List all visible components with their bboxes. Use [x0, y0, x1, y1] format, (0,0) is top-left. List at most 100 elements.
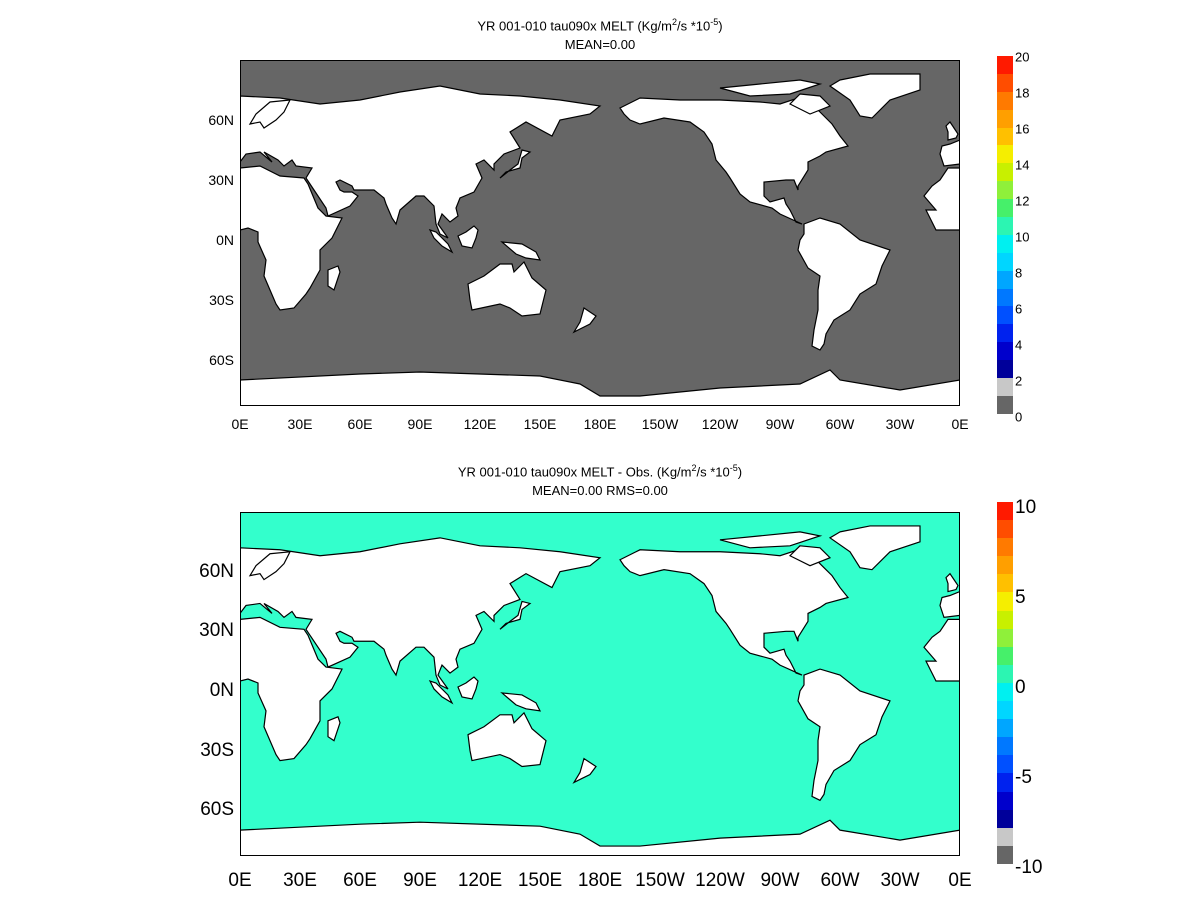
landmass-uk: [945, 572, 959, 593]
bottom-title-mid: /s *10: [696, 464, 730, 480]
y-tick-label: 60N: [199, 560, 234, 582]
colorbar-segment: [997, 809, 1013, 828]
x-tick-label: 150E: [517, 870, 563, 891]
x-tick-label: 30W: [885, 416, 915, 432]
colorbar-segment: [997, 628, 1013, 647]
y-tick-label: 30S: [209, 292, 234, 308]
landmass-scand: [248, 551, 292, 581]
top-title-end: ): [718, 18, 723, 34]
colorbar-label: 20: [1015, 49, 1030, 65]
landmass-australia: [467, 260, 547, 317]
landmass-japan: [499, 149, 532, 179]
landmass-borneo: [457, 225, 479, 249]
colorbar-segment: [997, 574, 1013, 593]
x-tick-label: 90E: [407, 416, 433, 432]
landmass-newzealand: [572, 307, 597, 334]
top-map-title: YR 001-010 tau090x MELT (Kg/m2/s *10-5): [240, 14, 960, 34]
landmass-arctic_isl: [719, 531, 823, 549]
y-tick-label: 30N: [199, 620, 234, 642]
y-tick-label: 60N: [208, 112, 234, 128]
x-tick-label: 0E: [231, 416, 249, 432]
x-tick-label: 0E: [228, 870, 252, 891]
colorbar-label: 12: [1015, 193, 1030, 209]
landmass-newguinea: [500, 241, 542, 261]
x-tick-label: 180E: [577, 870, 623, 891]
x-tick-label: 90E: [403, 870, 437, 891]
colorbar-label: 2: [1015, 373, 1023, 389]
map-frame: [240, 60, 960, 406]
colorbar-segment: [997, 217, 1013, 235]
colorbar-label: 14: [1015, 157, 1030, 173]
colorbar-segment: [997, 378, 1013, 396]
y-tick-label: 0N: [216, 232, 234, 248]
x-tick-label: 150E: [523, 416, 557, 432]
x-tick-label: 60W: [820, 870, 860, 891]
y-tick-label: 30N: [208, 172, 234, 188]
top-map-canvas: [240, 60, 960, 406]
colorbar-segment: [997, 610, 1013, 629]
colorbar-segment: [997, 827, 1013, 846]
landmass-sumatra: [428, 679, 454, 705]
landmass-eurasia: [240, 85, 602, 239]
x-tick-label: 60E: [347, 416, 373, 432]
landmass-uk: [945, 121, 959, 141]
colorbar-segment: [997, 56, 1013, 74]
colorbar-segment: [997, 592, 1013, 611]
landmass-australia: [467, 711, 547, 768]
colorbar-label: 16: [1015, 121, 1030, 137]
colorbar-segment: [997, 719, 1013, 738]
landmass-africa_west: [923, 167, 960, 231]
y-tick-label: 0N: [209, 679, 234, 701]
top-title-mid: /s *10: [677, 18, 711, 34]
colorbar-segment: [997, 306, 1013, 325]
x-tick-label: 30W: [880, 870, 920, 891]
landmass-madagascar: [327, 265, 341, 291]
landmass-arctic_isl: [719, 79, 823, 97]
landmass-sumatra: [428, 228, 454, 254]
x-tick-label: 30E: [287, 416, 313, 432]
landmass-africa_west: [923, 618, 960, 682]
y-tick-label: 60S: [209, 352, 234, 368]
landmass-madagascar: [327, 716, 341, 742]
bottom-title-text: YR 001-010 tau090x MELT - Obs. (Kg/m: [457, 464, 692, 480]
bottom-colorbar: [997, 502, 1013, 864]
bottom-title-sup: 2: [691, 463, 697, 473]
landmass-newguinea: [500, 692, 542, 712]
colorbar-segment: [997, 845, 1013, 864]
x-tick-label: 30E: [283, 870, 317, 891]
landmass-africa: [240, 616, 343, 762]
colorbar-label: 0: [1015, 677, 1026, 698]
colorbar-label: 10: [1015, 497, 1037, 518]
bottom-map: [240, 512, 960, 856]
colorbar-segment: [997, 73, 1013, 92]
landmass-namerica: [619, 547, 850, 676]
landmass-japan: [499, 600, 532, 630]
colorbar-segment: [997, 773, 1013, 792]
colorbar-segment: [997, 646, 1013, 665]
landmass-africa: [240, 165, 343, 311]
colorbar-segment: [997, 395, 1013, 414]
landmass-greenland: [828, 73, 921, 119]
top-title-text: YR 001-010 tau090x MELT (Kg/m: [477, 18, 672, 34]
colorbar-segment: [997, 324, 1013, 343]
colorbar-segment: [997, 127, 1013, 146]
colorbar-label: 8: [1015, 265, 1023, 281]
bottom-map-title: YR 001-010 tau090x MELT - Obs. (Kg/m2/s …: [240, 460, 960, 480]
colorbar-label: -10: [1015, 857, 1043, 878]
top-title-sup2: -5: [710, 17, 719, 27]
colorbar-segment: [997, 755, 1013, 774]
landmass-namerica: [619, 95, 850, 225]
colorbar-label: 18: [1015, 85, 1030, 101]
colorbar-segment: [997, 181, 1013, 200]
colorbar-segment: [997, 791, 1013, 810]
landmass-europe_w: [939, 139, 960, 167]
x-tick-label: 150W: [635, 870, 685, 891]
colorbar-segment: [997, 682, 1013, 702]
landmass-antarctica: [240, 369, 960, 406]
x-tick-label: 90W: [760, 870, 800, 891]
landmass-eurasia: [240, 537, 602, 690]
colorbar-label: -5: [1015, 767, 1032, 788]
landmass-baffin: [788, 545, 832, 567]
bottom-map-subtitle: MEAN=0.00 RMS=0.00: [532, 483, 668, 498]
colorbar-segment: [997, 199, 1013, 218]
